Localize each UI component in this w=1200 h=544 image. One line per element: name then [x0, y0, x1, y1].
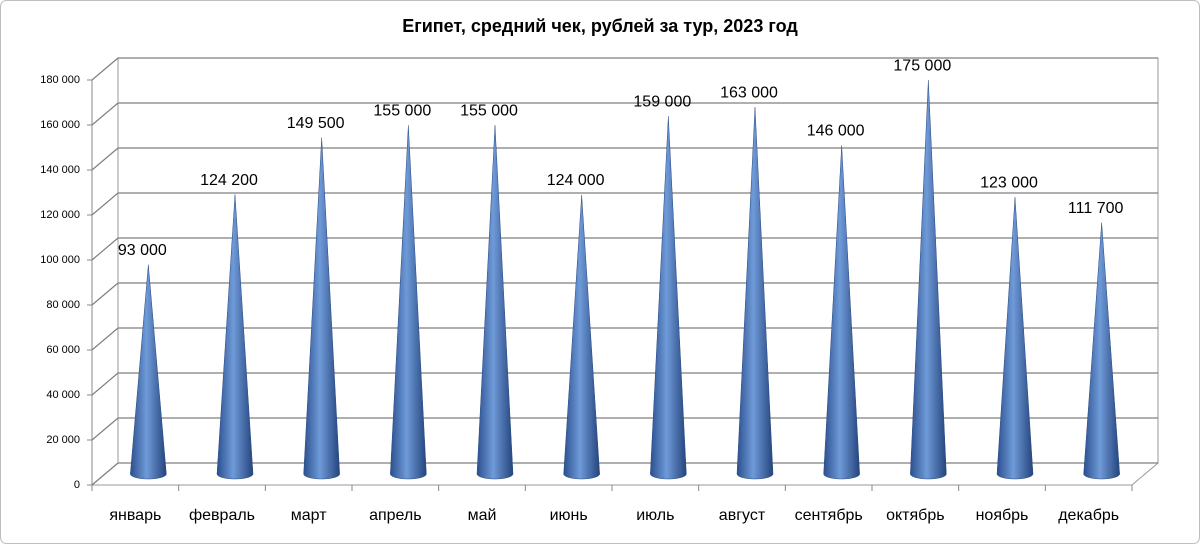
value-label: 155 000 — [460, 102, 518, 119]
chart-title: Египет, средний чек, рублей за тур, 2023… — [402, 16, 798, 36]
grid-line — [91, 372, 1158, 396]
value-label: 146 000 — [807, 123, 865, 140]
cone — [303, 137, 340, 480]
value-label: 175 000 — [893, 57, 951, 74]
cone — [1083, 222, 1120, 480]
y-tick-label: 100 000 — [40, 254, 80, 266]
cone — [650, 116, 687, 480]
value-label: 123 000 — [980, 174, 1038, 191]
grid-line — [91, 57, 1158, 81]
x-tick-label: январь — [109, 507, 161, 524]
x-tick-label: апрель — [369, 507, 422, 524]
x-tick-label: декабрь — [1058, 507, 1119, 524]
cone — [563, 194, 600, 480]
x-tick-label: май — [468, 507, 497, 524]
grid-line — [91, 282, 1158, 306]
y-tick-label: 120 000 — [40, 209, 80, 221]
x-tick-label: июнь — [550, 507, 588, 524]
cone — [823, 145, 860, 480]
value-label: 149 500 — [287, 115, 345, 132]
x-tick-label: сентябрь — [795, 507, 863, 524]
y-tick-label: 160 000 — [40, 119, 80, 131]
value-label: 111 700 — [1068, 200, 1124, 217]
grid-line — [91, 102, 1158, 126]
grid-line — [91, 192, 1158, 216]
grid-line — [91, 417, 1158, 441]
x-tick-label: ноябрь — [976, 507, 1029, 524]
value-label: 93 000 — [118, 242, 167, 259]
y-tick-label: 140 000 — [40, 164, 80, 176]
y-tick-label: 80 000 — [46, 299, 80, 311]
cone — [476, 125, 514, 480]
value-label: 124 000 — [547, 172, 605, 189]
value-label: 155 000 — [373, 102, 431, 119]
x-tick-label: февраль — [189, 507, 255, 524]
y-tick-label: 20 000 — [46, 434, 80, 446]
grid-line — [91, 462, 1158, 486]
grid-line — [91, 147, 1158, 171]
grid-line — [91, 327, 1158, 351]
cone — [216, 194, 254, 480]
cone — [736, 107, 774, 480]
cone — [390, 125, 427, 480]
y-tick-label: 0 — [74, 479, 80, 491]
y-tick-label: 60 000 — [46, 344, 80, 356]
x-tick-label: март — [291, 507, 327, 524]
cone — [910, 80, 947, 480]
grid-line — [91, 237, 1158, 261]
value-label: 124 200 — [200, 172, 258, 189]
y-tick-label: 40 000 — [46, 389, 80, 401]
value-label: 159 000 — [633, 93, 691, 110]
value-label: 163 000 — [720, 84, 778, 101]
x-tick-label: август — [719, 507, 766, 524]
x-tick-label: октябрь — [886, 507, 944, 524]
x-tick-label: июль — [636, 507, 674, 524]
cone — [130, 264, 167, 480]
y-tick-label: 180 000 — [40, 74, 80, 86]
cone — [996, 197, 1034, 480]
